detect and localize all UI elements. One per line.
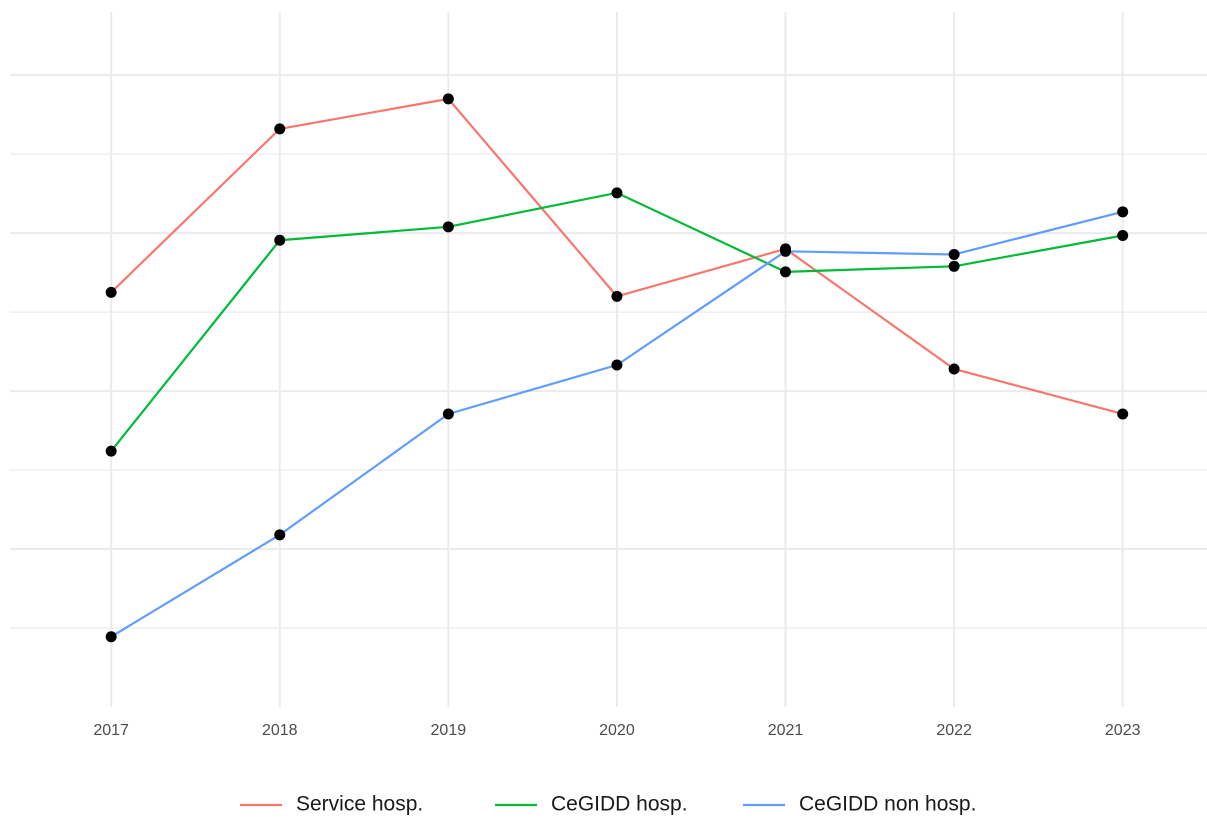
x-tick-label: 2021 [768,722,804,739]
data-point [105,445,117,457]
data-point [780,245,792,257]
data-point [948,363,960,375]
data-point [105,631,117,643]
data-point [611,187,623,199]
data-point [1117,230,1129,242]
data-point [274,123,286,135]
data-point [1117,408,1129,420]
data-point [105,286,117,298]
x-tick-label: 2019 [431,722,467,739]
x-tick-label: 2018 [262,722,298,739]
data-point [442,408,454,420]
data-point [442,221,454,233]
data-point [611,290,623,302]
data-point [1117,206,1129,218]
x-tick-label: 2017 [93,722,129,739]
data-point [948,260,960,272]
data-point [780,266,792,278]
legend-label: CeGIDD non hosp. [799,793,976,816]
legend-label: CeGIDD hosp. [551,793,688,816]
x-tick-label: 2022 [936,722,972,739]
x-tick-label: 2023 [1105,722,1141,739]
data-point [274,529,286,541]
data-point [442,93,454,105]
data-point [274,234,286,246]
x-tick-label: 2020 [599,722,635,739]
legend-label: Service hosp. [296,793,423,816]
data-point [948,248,960,260]
data-point [611,359,623,371]
